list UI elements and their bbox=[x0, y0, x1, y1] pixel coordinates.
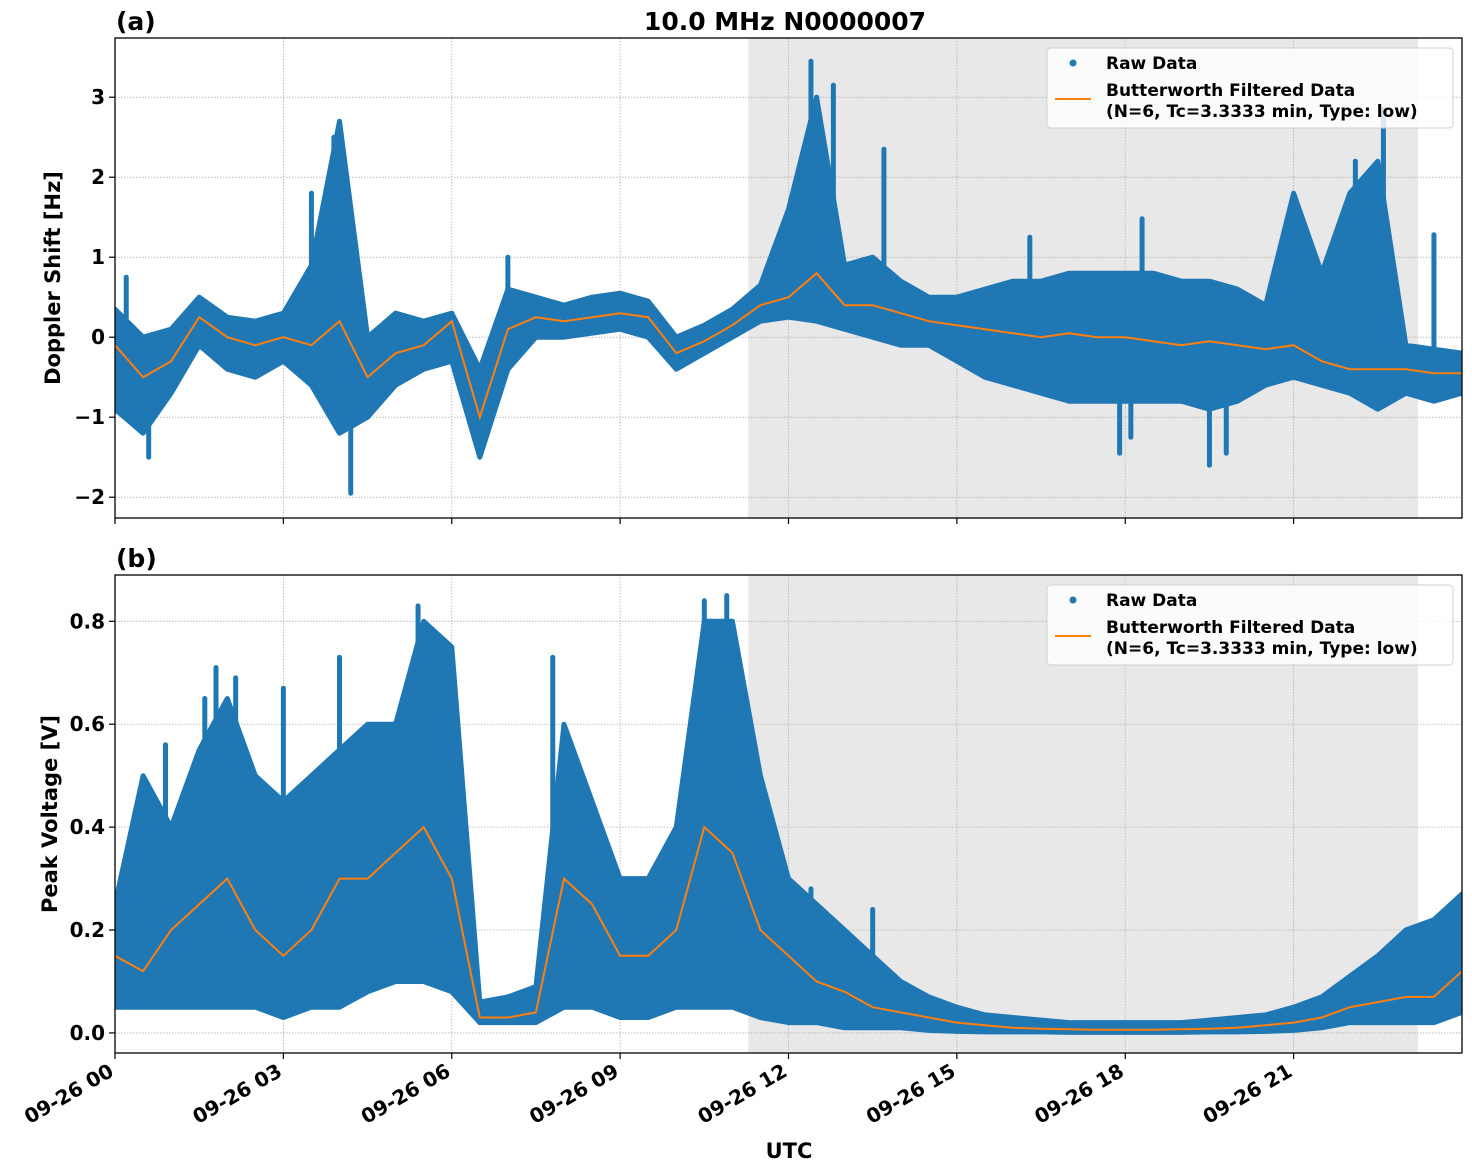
y-tick-label: 3 bbox=[91, 85, 105, 109]
legend-filtered-params: (N=6, Tc=3.3333 min, Type: low) bbox=[1106, 102, 1418, 122]
y-tick-label: 0.2 bbox=[70, 918, 105, 942]
y-tick-label: −1 bbox=[74, 405, 105, 429]
panel-label: (b) bbox=[116, 544, 157, 573]
legend-box bbox=[1046, 47, 1454, 129]
legend-filtered-label: Butterworth Filtered Data bbox=[1106, 618, 1355, 638]
x-axis-label: UTC bbox=[766, 1139, 813, 1163]
legend-raw-label: Raw Data bbox=[1106, 54, 1197, 74]
y-tick-label: 0.4 bbox=[70, 815, 105, 839]
raw-data-band bbox=[115, 618, 1462, 1035]
legend-filtered-params: (N=6, Tc=3.3333 min, Type: low) bbox=[1106, 639, 1418, 659]
x-tick-label: 09-26 21 bbox=[1199, 1059, 1297, 1129]
x-tick-label: 09-26 12 bbox=[693, 1059, 791, 1129]
x-tick-label: 09-26 03 bbox=[188, 1059, 286, 1129]
y-axis-label: Peak Voltage [V] bbox=[38, 715, 62, 913]
y-tick-label: 2 bbox=[91, 165, 105, 189]
y-tick-label: −2 bbox=[74, 485, 105, 509]
chart-title: 10.0 MHz N0000007 bbox=[644, 7, 926, 36]
plot-area bbox=[115, 58, 1462, 496]
y-tick-label: 0 bbox=[91, 325, 105, 349]
y-tick-label: 0.6 bbox=[70, 712, 105, 736]
x-tick-label: 09-26 18 bbox=[1030, 1059, 1128, 1129]
legend-box bbox=[1046, 584, 1454, 666]
y-tick-label: 0.0 bbox=[70, 1021, 105, 1045]
legend: Raw Data Butterworth Filtered Data(N=6, T… bbox=[1046, 584, 1454, 666]
legend: Raw Data Butterworth Filtered Data(N=6, T… bbox=[1046, 47, 1454, 129]
legend-raw-marker bbox=[1069, 596, 1077, 604]
filtered-line bbox=[115, 825, 1462, 1031]
x-tick-label: 09-26 06 bbox=[357, 1059, 455, 1129]
plot-area bbox=[115, 593, 1462, 1035]
raw-data-band bbox=[115, 94, 1462, 460]
filtered-line bbox=[115, 271, 1462, 421]
panel-b: 0.0 0.2 0.4 0.6 0.8 09-26 00 09-26 03 09-26 06 0… bbox=[20, 544, 1463, 1129]
y-tick-label: 0.8 bbox=[70, 609, 105, 633]
x-tick-label: 09-26 09 bbox=[525, 1059, 623, 1129]
panel-a: −2 −1 0 1 2 3 (a) Doppler Shift [Hz] Raw Data But… bbox=[41, 7, 1463, 524]
panel-label: (a) bbox=[116, 7, 156, 36]
y-axis-label: Doppler Shift [Hz] bbox=[41, 171, 65, 385]
x-tick-label: 09-26 15 bbox=[862, 1059, 960, 1129]
legend-raw-marker bbox=[1069, 59, 1077, 67]
legend-filtered-label: Butterworth Filtered Data bbox=[1106, 81, 1355, 101]
legend-raw-label: Raw Data bbox=[1106, 591, 1197, 611]
x-tick-label: 09-26 00 bbox=[20, 1059, 118, 1129]
y-tick-label: 1 bbox=[91, 245, 105, 269]
